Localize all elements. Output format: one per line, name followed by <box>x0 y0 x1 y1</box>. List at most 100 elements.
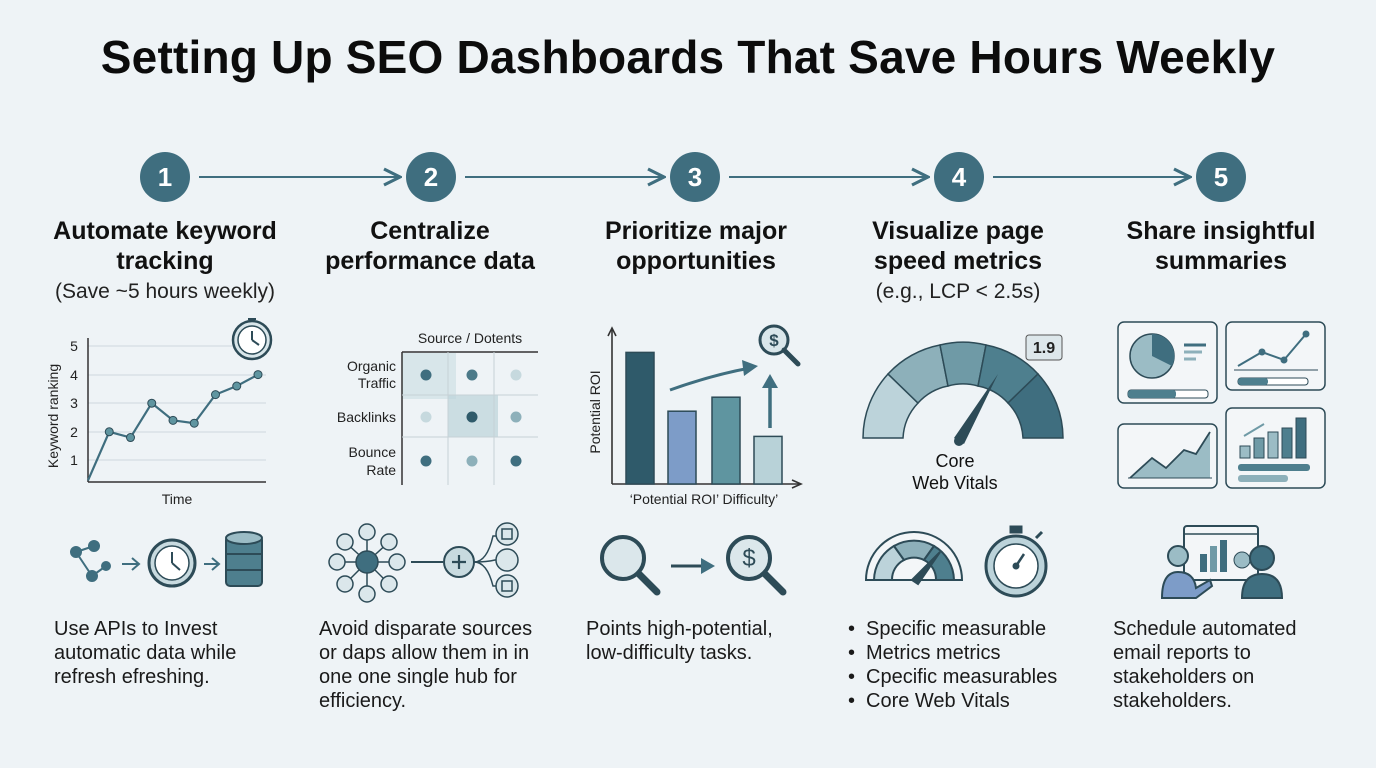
api-flow-icons <box>70 531 263 588</box>
keyword-ranking-chart: 5 4 3 2 1 Keyword ranking Time <box>45 318 273 507</box>
roi-bar <box>625 351 655 485</box>
step-2-title-line1: Centralize <box>370 217 490 245</box>
speed-icons <box>864 525 1048 598</box>
ranking-point <box>168 415 178 425</box>
description-line: Points high-potential, <box>586 618 773 640</box>
hub-icon <box>443 522 519 598</box>
ranking-point <box>211 390 220 400</box>
area-panel <box>1117 423 1218 489</box>
step-4-title-line2: speed metrics <box>873 247 1043 275</box>
network-icon <box>70 540 111 582</box>
speedometer-icon <box>864 531 964 586</box>
step-1-title-line1: Automate keyword <box>53 217 277 245</box>
roi-bars <box>625 351 783 485</box>
y-tick-label: 4 <box>70 367 78 383</box>
x-axis-label: ‘Potential ROI’ Difficulty’ <box>630 491 779 507</box>
step-3-title-line1: Prioritize major <box>605 217 787 245</box>
description-line: refresh efreshing. <box>54 666 210 688</box>
bar-panel <box>1225 407 1326 489</box>
dollar-search-icon: $ <box>726 535 787 596</box>
score-badge-value: 1.9 <box>1033 340 1055 357</box>
step-number-4: 4 <box>934 152 984 202</box>
roi-bar-chart: Potential ROI ‘Potential ROI’ Difficulty… <box>587 324 803 507</box>
step-5-title: Share insightful summaries <box>1091 216 1351 276</box>
step-4-title: Visualize page speed metrics <box>828 216 1088 276</box>
presenter-icon <box>1160 525 1284 599</box>
description-line: Use APIs to Invest <box>54 618 218 640</box>
step-2-description: Avoid disparate sources or daps allow th… <box>319 617 564 713</box>
ranking-point <box>253 370 263 380</box>
matrix-row-label: Rate <box>366 462 396 478</box>
dashboard-panels <box>1117 321 1326 489</box>
arrow-icon <box>122 557 141 571</box>
core-web-vitals-gauge: 1.9 Core Web Vitals <box>862 334 1064 493</box>
y-tick-label: 1 <box>70 452 78 468</box>
roi-bar <box>667 410 697 485</box>
dollar-search-icon: $ <box>758 324 801 367</box>
gauge-arc <box>862 341 1064 439</box>
gauge-label: Core <box>935 451 974 471</box>
description-line: automatic data while <box>54 642 237 664</box>
source-matrix: Source / Dotents Organic Traffic Backlin… <box>337 330 538 485</box>
step-5-title-line1: Share insightful <box>1126 217 1316 245</box>
svg-text:$: $ <box>769 331 779 350</box>
step-1-title-line2: tracking <box>116 247 214 275</box>
step-3-description: Points high-potential, low-difficulty ta… <box>586 617 826 665</box>
description-line: stakeholders. <box>1113 690 1232 712</box>
step-1-description: Use APIs to Invest automatic data while … <box>54 617 294 689</box>
matrix-row-label: Bounce <box>349 444 397 460</box>
description-line: efficiency. <box>319 690 407 712</box>
hub-icons <box>328 522 519 603</box>
step-5-description: Schedule automated email reports to stak… <box>1113 617 1353 713</box>
bullet-item: Specific measurable <box>846 617 1096 641</box>
description-line: email reports to <box>1113 642 1251 664</box>
step-5-title-line2: summaries <box>1154 247 1288 275</box>
step-3-title: Prioritize major opportunities <box>566 216 826 276</box>
bullet-item: Metrics metrics <box>846 641 1096 665</box>
step-3-title-line2: opportunities <box>616 247 776 275</box>
gauge-label: Web Vitals <box>912 473 997 493</box>
description-line: one one single hub for <box>319 666 517 688</box>
description-line: or daps allow them in in <box>319 642 530 664</box>
svg-text:$: $ <box>742 545 755 572</box>
step-number-1: 1 <box>140 152 190 202</box>
ranking-point <box>189 418 199 428</box>
matrix-row-label: Organic <box>347 358 396 374</box>
ranking-point <box>232 381 242 391</box>
pie-panel <box>1117 321 1218 404</box>
search-to-dollar-icons: $ <box>600 535 787 596</box>
ranking-series <box>86 370 263 481</box>
step-1-subtitle: (Save ~5 hours weekly) <box>54 280 276 303</box>
y-axis-label: Potential ROI <box>587 370 603 453</box>
bullet-item: Cpecific measurables <box>846 665 1096 689</box>
x-axis-label: Time <box>162 491 193 507</box>
description-line: Avoid disparate sources <box>319 618 533 640</box>
description-line: Schedule automated <box>1113 618 1297 640</box>
gauge-needle <box>954 374 998 444</box>
ranking-point <box>126 433 135 443</box>
clock-icon <box>147 538 197 588</box>
clock-icon <box>231 318 273 361</box>
y-tick-label: 2 <box>70 424 78 440</box>
y-axis-label: Keyword ranking <box>45 364 61 468</box>
matrix-dots <box>420 369 522 467</box>
roi-bar <box>753 435 783 485</box>
matrix-row-label: Backlinks <box>337 409 396 425</box>
step-4-subtitle: (e.g., LCP < 2.5s) <box>875 280 1041 303</box>
database-icon <box>225 531 263 587</box>
y-tick-label: 5 <box>70 338 78 354</box>
step-number-5: 5 <box>1196 152 1246 202</box>
step-2-title: Centralize performance data <box>300 216 560 276</box>
stopwatch-icon <box>984 525 1048 598</box>
step-4-title-line1: Visualize page <box>872 217 1044 245</box>
description-line: low-difficulty tasks. <box>586 642 753 664</box>
roi-bar <box>711 396 741 485</box>
ranking-line <box>86 373 259 481</box>
search-icon <box>600 535 661 596</box>
step-number-3: 3 <box>670 152 720 202</box>
matrix-header: Source / Dotents <box>418 330 522 346</box>
score-badge <box>1025 334 1063 361</box>
chart-gridlines <box>88 345 266 461</box>
step-4-description: Specific measurable Metrics metrics Cpec… <box>846 617 1096 713</box>
